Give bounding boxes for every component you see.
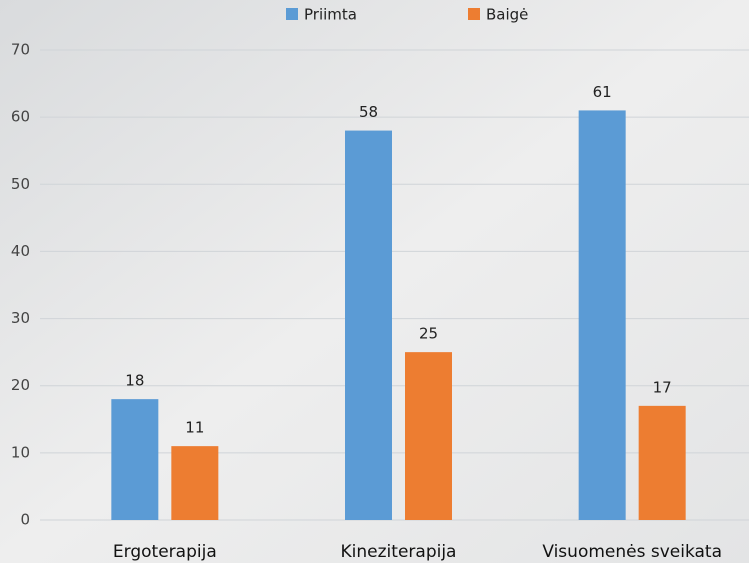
x-tick-label: Kineziterapija [341,542,457,562]
bar [171,446,218,520]
x-tick-label: Visuomenės sveikata [542,542,722,562]
y-tick-label: 70 [11,41,30,59]
y-tick-label: 40 [11,242,30,260]
data-label: 11 [185,419,204,437]
bar [639,406,686,520]
x-tick-label: Ergoterapija [113,542,217,562]
y-tick-label: 0 [20,511,30,529]
data-label: 18 [125,372,144,390]
bar [111,399,158,520]
bar [405,352,452,520]
legend-label: Baigė [486,6,528,24]
legend-swatch [286,8,298,20]
y-tick-label: 30 [11,309,30,327]
y-tick-label: 20 [11,376,30,394]
legend-swatch [468,8,480,20]
y-tick-label: 10 [11,443,30,461]
data-label: 17 [653,378,672,396]
legend-label: Priimta [304,6,357,24]
y-tick-label: 50 [11,175,30,193]
bar [579,110,626,520]
chart: 0 10 20 30 40 50 60 70 Priimta Baigė Ergoterapija 1… [0,0,749,563]
data-label: 58 [359,103,378,121]
y-tick-label: 60 [11,108,30,126]
bar [345,131,392,520]
data-label: 25 [419,325,438,343]
data-label: 61 [593,83,612,101]
